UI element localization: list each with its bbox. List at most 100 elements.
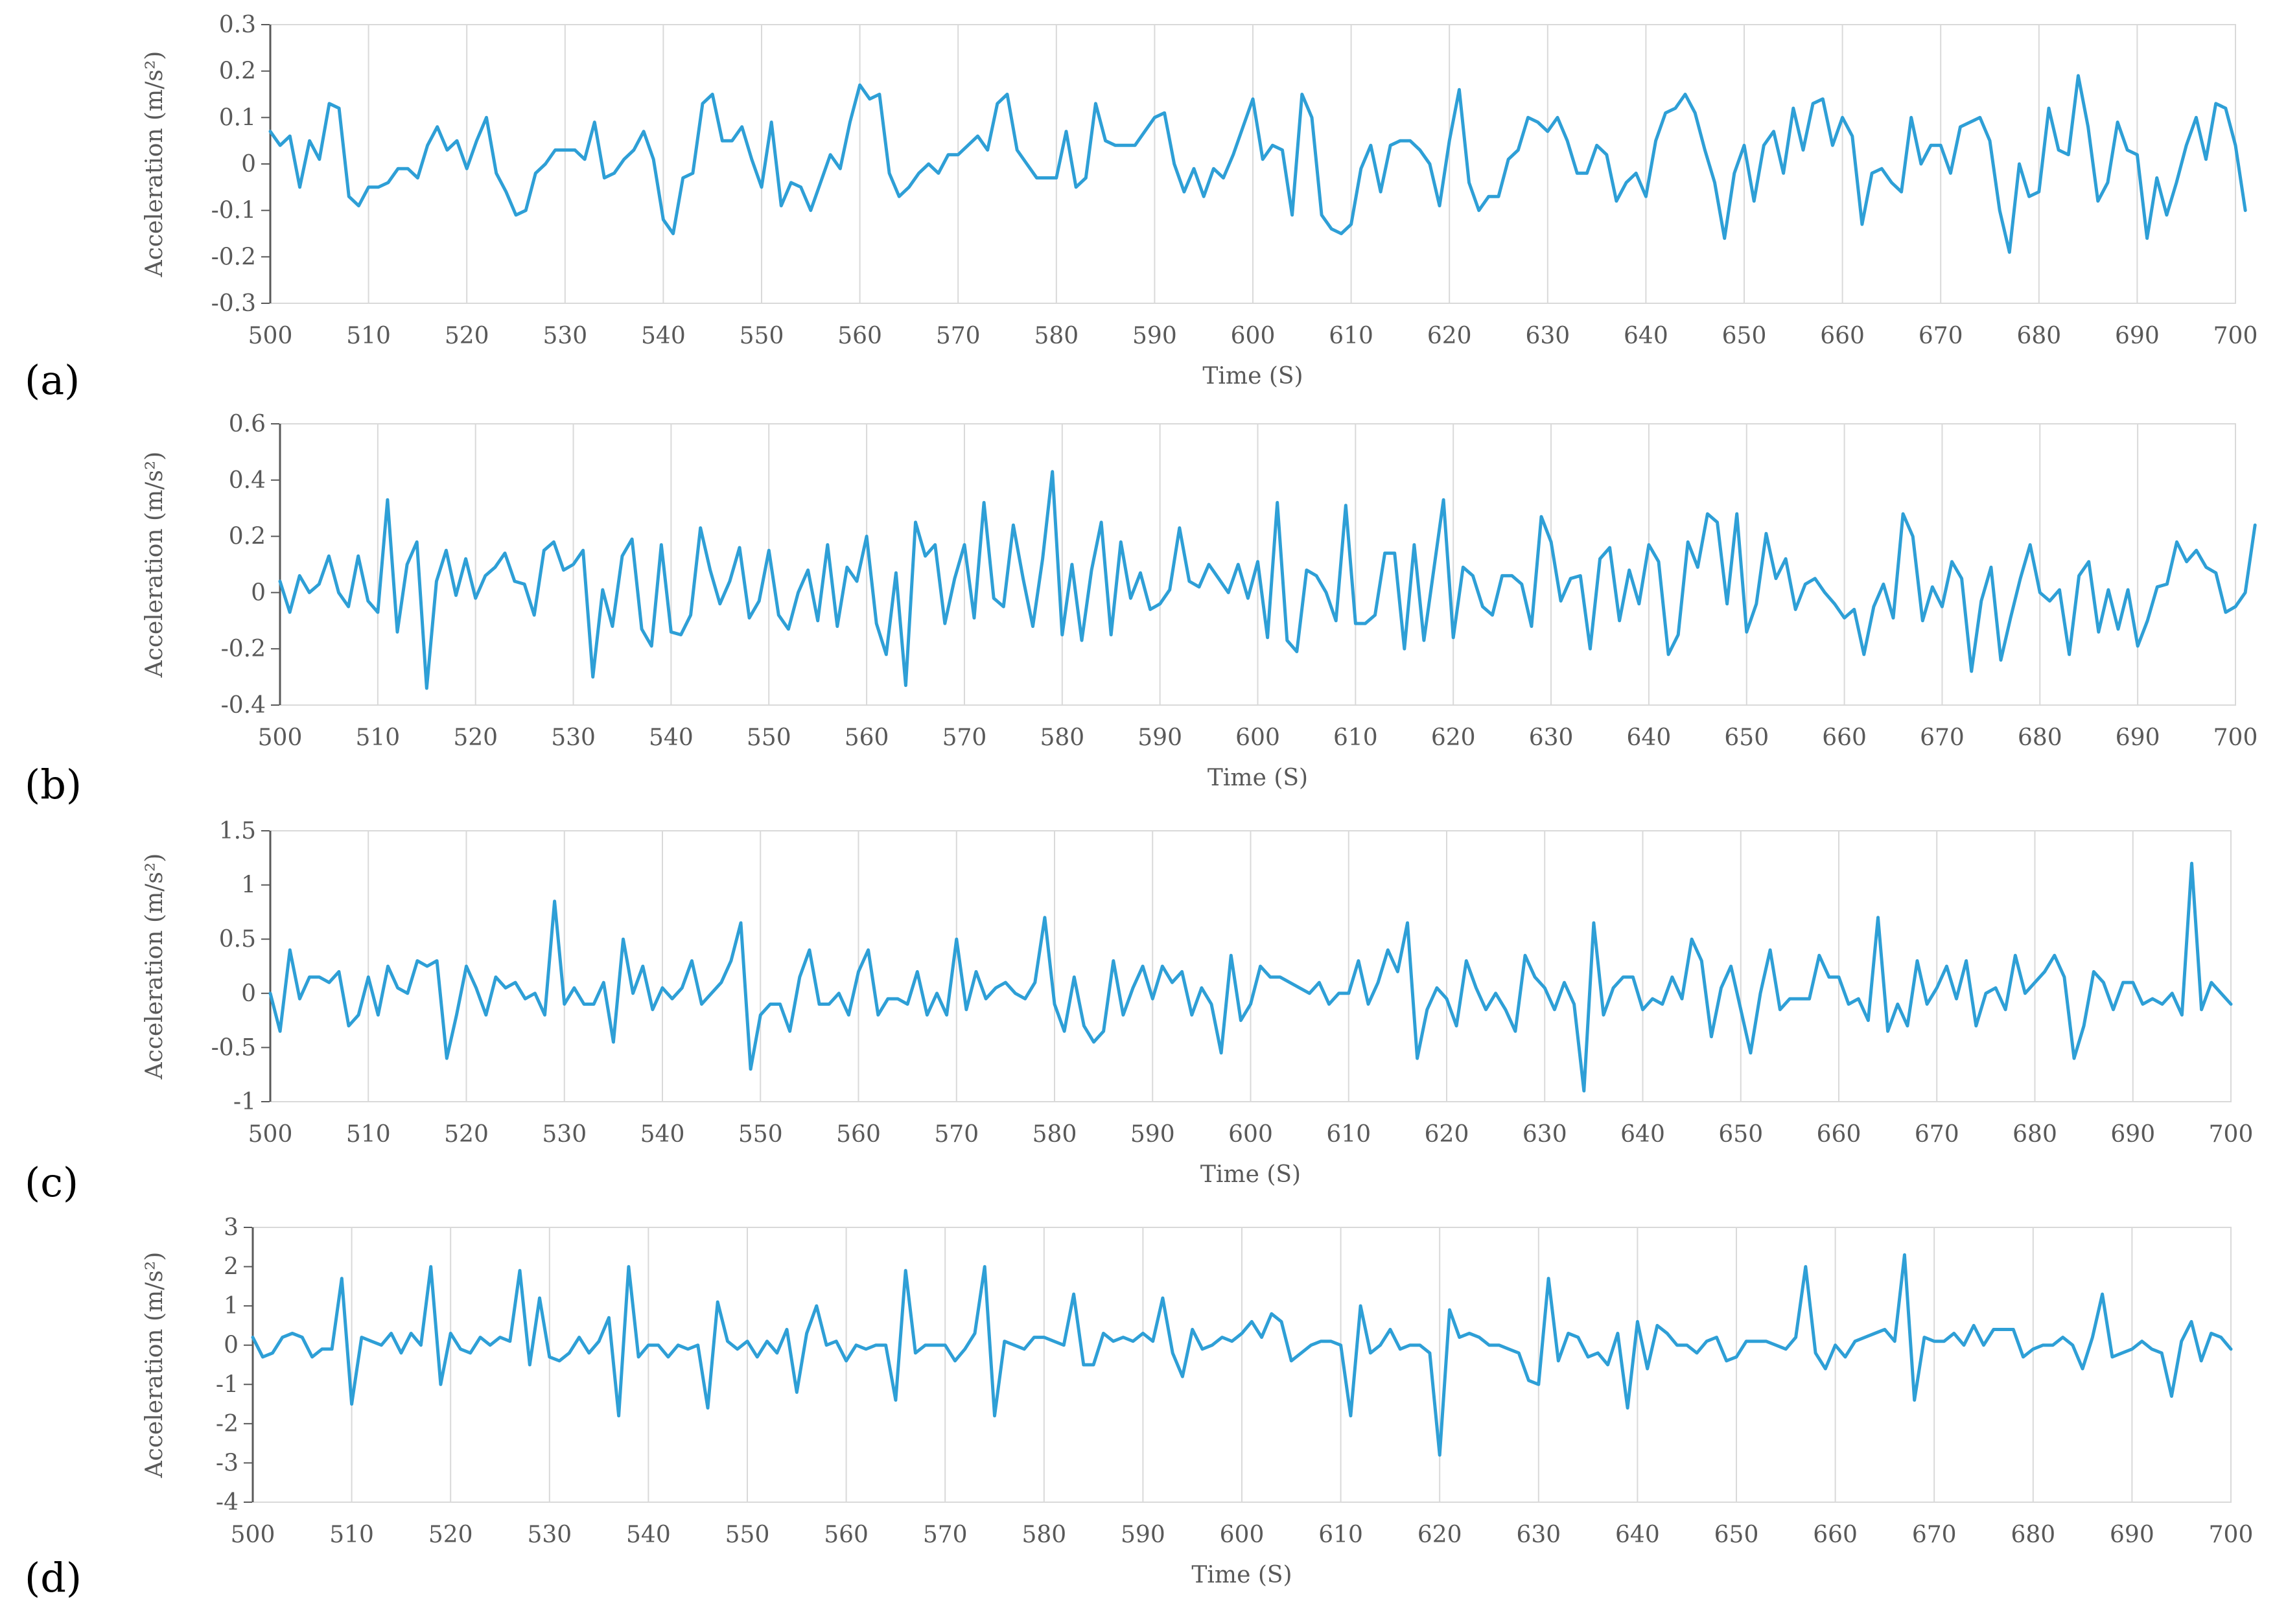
x-tick-label: 630 [1529, 725, 1574, 751]
x-tick-label: 590 [1132, 323, 1177, 349]
y-tick-label: -0.2 [221, 636, 266, 662]
x-tick-label: 580 [1032, 1121, 1077, 1148]
x-tick-label: 580 [1021, 1522, 1066, 1548]
x-tick-label: 590 [1130, 1121, 1175, 1148]
x-tick-label: 610 [1318, 1522, 1363, 1548]
x-tick-label: 510 [355, 725, 400, 751]
panel-c: 500 510 520 530 540 550 560 570 580 590 600 610 620 6… [25, 818, 2253, 1206]
x-tick-label: 520 [428, 1522, 473, 1548]
y-axis-title: Acceleration (m/s²) [141, 1252, 168, 1479]
x-tick-label: 650 [1718, 1121, 1763, 1148]
x-axis-title: Time (S) [1200, 1161, 1301, 1188]
x-axis-title: Time (S) [1208, 765, 1308, 791]
y-tick-label: 0.3 [219, 12, 256, 38]
y-axis-title: Acceleration (m/s²) [141, 452, 168, 679]
x-axis-title: Time (S) [1202, 363, 1303, 389]
y-tick-label: 0 [224, 1332, 239, 1359]
panel-label: (b) [25, 761, 82, 808]
x-tick-label: 610 [1329, 323, 1373, 349]
x-tick-label: 550 [740, 323, 784, 349]
x-tick-label: 500 [248, 1121, 293, 1148]
x-tick-label: 520 [444, 1121, 489, 1148]
y-tick-label: -1 [233, 1089, 256, 1115]
y-tick-label: 0.4 [229, 467, 266, 494]
x-tick-label: 610 [1333, 725, 1378, 751]
x-tick-label: 630 [1522, 1121, 1567, 1148]
x-tick-label: 680 [2011, 1522, 2055, 1548]
x-tick-label: 690 [2116, 725, 2160, 751]
panel-a: 500 510 520 530 540 550 560 570 580 590 600 610 620 6… [25, 12, 2258, 404]
x-tick-label: 610 [1326, 1121, 1371, 1148]
x-tick-label: 540 [626, 1522, 671, 1548]
x-tick-label: 670 [1915, 1121, 1959, 1148]
x-tick-label: 680 [2012, 1121, 2057, 1148]
series-line [278, 470, 2257, 690]
x-tick-label: 600 [1235, 725, 1280, 751]
y-tick-label: -0.4 [221, 692, 266, 719]
x-tick-label: 530 [551, 725, 596, 751]
x-tick-label: 670 [1919, 323, 1963, 349]
x-tick-label: 600 [1228, 1121, 1273, 1148]
x-tick-label: 640 [1627, 725, 1672, 751]
x-tick-label: 640 [1615, 1522, 1660, 1548]
x-tick-label: 500 [231, 1522, 275, 1548]
x-tick-label: 670 [1920, 725, 1965, 751]
x-tick-label: 550 [725, 1522, 770, 1548]
x-tick-label: 690 [2110, 1121, 2155, 1148]
y-tick-label: 1.5 [219, 818, 256, 844]
x-tick-label: 660 [1817, 1121, 1861, 1148]
y-tick-label: -0.2 [211, 244, 256, 270]
x-tick-label: 580 [1040, 725, 1084, 751]
y-tick-label: -1 [216, 1371, 239, 1398]
x-tick-label: 510 [346, 323, 391, 349]
x-tick-label: 540 [641, 323, 686, 349]
x-tick-label: 650 [1722, 323, 1767, 349]
x-tick-label: 540 [640, 1121, 685, 1148]
x-tick-label: 680 [2016, 323, 2061, 349]
x-tick-label: 650 [1714, 1522, 1759, 1548]
y-tick-label: 0.6 [229, 411, 266, 437]
y-tick-label: 1 [224, 1293, 239, 1319]
x-tick-label: 630 [1516, 1522, 1561, 1548]
y-tick-label: -0.3 [211, 290, 256, 317]
y-tick-label: -0.1 [211, 198, 256, 224]
y-tick-label: 0 [241, 151, 256, 178]
x-tick-label: 690 [2115, 323, 2160, 349]
x-tick-label: 700 [2209, 1522, 2254, 1548]
series-line [251, 1253, 2233, 1457]
x-tick-label: 700 [2213, 323, 2258, 349]
x-tick-label: 530 [527, 1522, 572, 1548]
x-tick-label: 620 [1431, 725, 1476, 751]
y-tick-label: 2 [224, 1254, 239, 1281]
x-tick-label: 540 [649, 725, 694, 751]
x-tick-label: 570 [934, 1121, 979, 1148]
x-tick-label: 560 [824, 1522, 869, 1548]
y-tick-label: -0.5 [211, 1034, 256, 1061]
x-tick-label: 580 [1034, 323, 1079, 349]
x-tick-label: 560 [836, 1121, 881, 1148]
x-tick-label: 640 [1624, 323, 1668, 349]
x-tick-label: 560 [837, 323, 882, 349]
x-tick-label: 620 [1418, 1522, 1462, 1548]
panel-label: (d) [25, 1554, 82, 1601]
y-tick-label: 1 [241, 872, 256, 899]
x-tick-label: 620 [1427, 323, 1472, 349]
x-tick-label: 560 [845, 725, 889, 751]
x-tick-label: 690 [2110, 1522, 2154, 1548]
x-tick-label: 510 [329, 1522, 374, 1548]
y-tick-label: 3 [224, 1214, 239, 1241]
y-tick-label: -4 [216, 1489, 239, 1516]
x-tick-label: 570 [936, 323, 981, 349]
x-tick-label: 500 [248, 323, 293, 349]
x-tick-label: 620 [1425, 1121, 1469, 1148]
y-tick-label: 0 [251, 579, 266, 606]
y-tick-label: 0.1 [219, 104, 256, 131]
panel-b: 500 510 520 530 540 550 560 570 580 590 600 610 620 6… [25, 411, 2258, 808]
x-tick-label: 660 [1820, 323, 1865, 349]
x-tick-label: 530 [542, 1121, 587, 1148]
x-tick-label: 680 [2018, 725, 2062, 751]
x-tick-label: 700 [2209, 1121, 2254, 1148]
x-axis-title: Time (S) [1191, 1562, 1292, 1588]
x-tick-label: 530 [542, 323, 587, 349]
x-tick-label: 520 [445, 323, 489, 349]
